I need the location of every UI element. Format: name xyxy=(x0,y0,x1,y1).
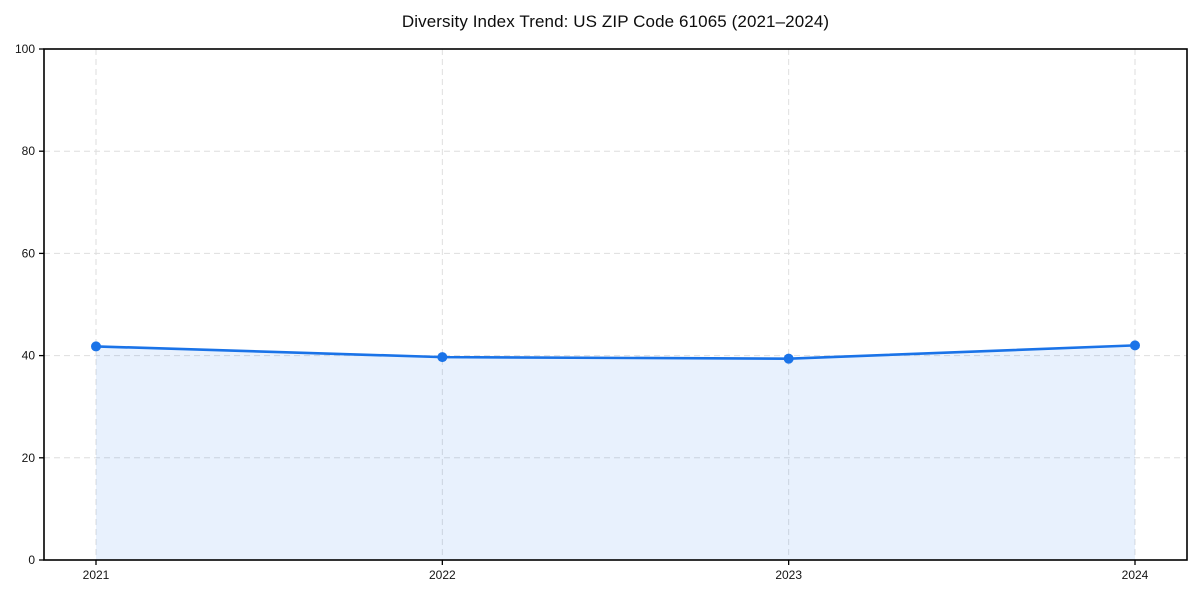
chart-title: Diversity Index Trend: US ZIP Code 61065… xyxy=(401,12,830,31)
data-point xyxy=(91,341,101,352)
y-tick-label: 40 xyxy=(22,349,36,363)
y-tick-label: 100 xyxy=(15,42,35,56)
y-tick-label: 60 xyxy=(22,246,36,260)
data-point xyxy=(1130,340,1140,351)
data-point xyxy=(783,353,794,364)
y-tick-label: 80 xyxy=(22,144,36,158)
axes-box xyxy=(43,48,1188,561)
x-tick-label: 2024 xyxy=(1122,568,1149,582)
x-tick-label: 2022 xyxy=(429,568,456,582)
area-fill xyxy=(96,345,1135,560)
y-tick-label: 20 xyxy=(22,451,36,465)
data-point xyxy=(437,352,448,363)
trend-line xyxy=(94,344,1137,360)
x-tick-label: 2021 xyxy=(83,568,110,582)
x-tick-label: 2023 xyxy=(775,568,802,582)
y-tick-label: 0 xyxy=(28,553,35,567)
